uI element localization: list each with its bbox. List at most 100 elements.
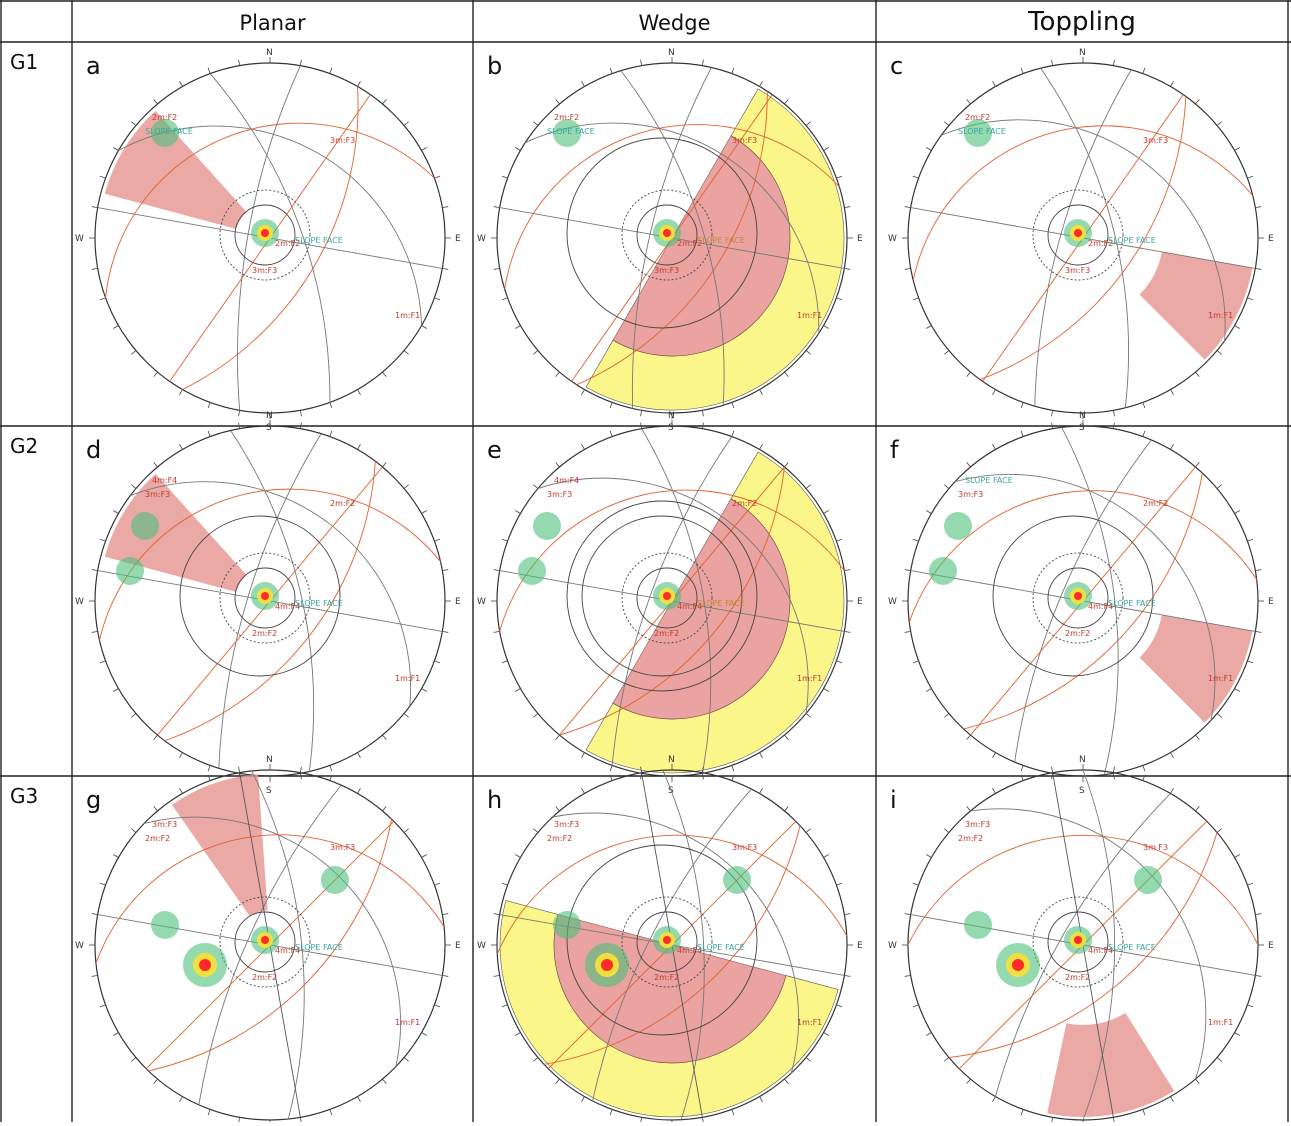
joint-set-label: SLOPE FACE — [697, 599, 745, 608]
friction-cones — [219, 189, 311, 281]
joint-set-label: 1m:F1 — [1208, 674, 1233, 683]
compass-e: E — [857, 941, 863, 951]
compass-w: W — [75, 597, 84, 607]
panel-letter-e: e — [487, 436, 502, 464]
compass-e: E — [1268, 941, 1274, 951]
azimuth-ticks — [89, 420, 451, 782]
stereonet-h: 3m:F3 2m:F2 3m:F3 1m:F1 4m:F4 2m:F2 SLOPE FACE… — [477, 755, 863, 1126]
joint-set-label: 3m:F3 — [145, 490, 170, 499]
panel-letter-g: g — [86, 786, 101, 814]
joint-set-label: SLOPE FACE — [697, 943, 745, 952]
wedge-failure-zone — [612, 498, 791, 720]
stereonet-e: 4m:F4 3m:F3 2m:F2 1m:F1 4m:F4 2m:F2 SLOPE FACE… — [477, 411, 863, 796]
row-label-g3: G3 — [10, 784, 38, 808]
great-circles — [499, 67, 845, 409]
pole-density-contours — [964, 866, 1162, 987]
compass-n: N — [1079, 48, 1086, 58]
joint-set-label: 3m:F3 — [1143, 136, 1168, 145]
joint-set-label: 4m:F4 — [152, 476, 177, 485]
joint-set-label: 2m:F2 — [1088, 239, 1113, 248]
joint-set-label: 2m:F2 — [252, 973, 277, 982]
joint-set-label: 3m F3 — [1143, 843, 1168, 852]
row-label-g1: G1 — [10, 50, 38, 74]
joint-set-label: 3m:F3 — [330, 843, 355, 852]
compass-n: N — [266, 411, 273, 421]
compass-n: N — [668, 411, 675, 421]
joint-set-label: 2m:F2 — [677, 239, 702, 248]
joint-set-label: 3m:F3 — [654, 266, 679, 275]
joint-set-label: 2m:F2 — [554, 113, 579, 122]
toppling-failure-zone — [1139, 614, 1253, 723]
joint-set-label: SLOPE FACE — [145, 127, 193, 136]
joint-set-label: 1m:F1 — [395, 1018, 420, 1027]
joint-set-label: SLOPE FACE — [965, 476, 1013, 485]
joint-set-label: SLOPE FACE — [295, 943, 343, 952]
joint-set-label: 1m:F1 — [797, 311, 822, 320]
pole-density-contours — [518, 512, 681, 610]
joint-set-label: 1m:F1 — [1208, 311, 1233, 320]
friction-cones — [1032, 896, 1124, 988]
joint-set-label: 2m:F2 — [547, 834, 572, 843]
compass-e: E — [857, 597, 863, 607]
pole-density-contours — [553, 119, 681, 247]
compass-s: S — [266, 423, 272, 433]
friction-cones — [1032, 189, 1124, 281]
joint-set-label: 3m:F3 — [252, 266, 277, 275]
azimuth-ticks — [491, 420, 853, 782]
stereonet-g: 3m:F3 2m:F2 3m:F3 1m:F1 4m:F4 2m:F2 SLOPE FACE… — [75, 755, 461, 1126]
joint-set-label: 2m:F2 — [1143, 499, 1168, 508]
panel-letter-d: d — [86, 436, 101, 464]
joint-set-label: 2m:F2 — [654, 973, 679, 982]
joint-set-label: 2m:F2 — [732, 499, 757, 508]
panel-letter-i: i — [890, 786, 897, 814]
compass-e: E — [455, 941, 461, 951]
joint-set-label: 4m:F4 — [677, 602, 702, 611]
compass-w: W — [888, 597, 897, 607]
pole-density-contours — [151, 866, 349, 987]
compass-s: S — [1079, 423, 1085, 433]
azimuth-ticks — [902, 57, 1264, 419]
azimuth-ticks — [902, 764, 1264, 1126]
pole-density-contours — [116, 512, 279, 610]
joint-set-label: 2m:F2 — [1065, 629, 1090, 638]
joint-set-label: 4m:F4 — [275, 602, 300, 611]
compass-n: N — [1079, 411, 1086, 421]
joint-set-label: 4m:F4 — [677, 946, 702, 955]
joint-set-label: 2m:F2 — [958, 834, 983, 843]
friction-cones — [179, 515, 341, 677]
joint-set-label: SLOPE FACE — [295, 236, 343, 245]
joint-set-label: SLOPE FACE — [958, 127, 1006, 136]
compass-n: N — [266, 48, 273, 58]
panel-letter-f: f — [890, 436, 899, 464]
joint-set-label: 1m:F1 — [395, 311, 420, 320]
compass-s: S — [668, 423, 674, 433]
panel-letter-a: a — [86, 52, 101, 80]
azimuth-ticks — [902, 420, 1264, 782]
joint-set-label: 1m:F1 — [395, 674, 420, 683]
compass-n: N — [668, 48, 675, 58]
stereonet-i: 3m:F3 2m:F2 3m F3 1m:F1 4m:F4 2m:F2 SLOPE FACE… — [888, 755, 1274, 1126]
joint-set-label: SLOPE FACE — [1108, 599, 1156, 608]
toppling-failure-zone — [1047, 1012, 1175, 1117]
joint-set-label: 3m:F3 — [965, 820, 990, 829]
compass-s: S — [266, 786, 272, 796]
friction-cones — [566, 844, 758, 1036]
compass-e: E — [857, 234, 863, 244]
great-circles — [97, 430, 443, 772]
joint-set-label: 3m:F3 — [732, 136, 757, 145]
column-header-wedge: Wedge — [638, 11, 710, 35]
friction-cones — [566, 500, 758, 692]
row-label-g2: G2 — [10, 434, 38, 458]
joint-set-label: 4m:F4 — [275, 946, 300, 955]
compass-e: E — [455, 597, 461, 607]
column-header-planar: Planar — [239, 11, 306, 35]
joint-set-label: 3m:F3 — [152, 820, 177, 829]
joint-set-label: 3m:F3 — [547, 490, 572, 499]
compass-w: W — [477, 597, 486, 607]
friction-cones — [992, 515, 1154, 677]
joint-set-label: 2m:F2 — [252, 629, 277, 638]
